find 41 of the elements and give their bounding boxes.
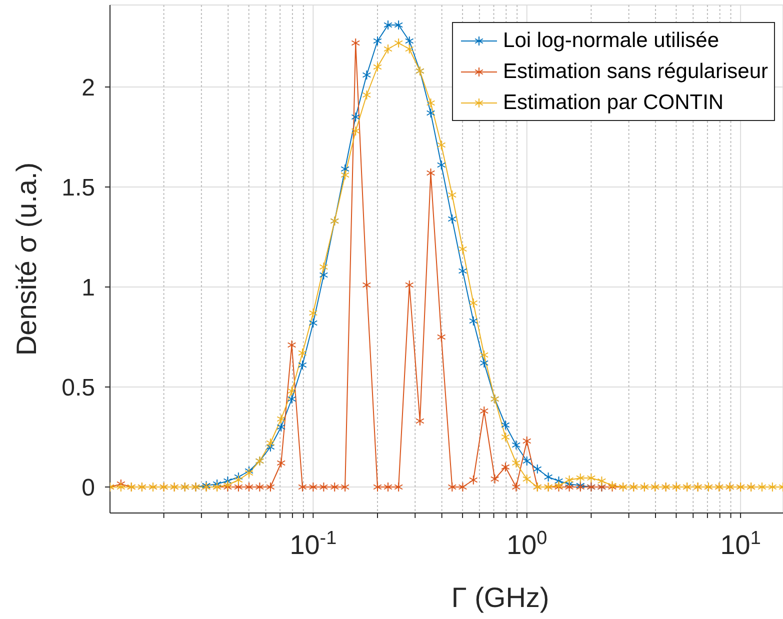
point [362, 70, 372, 80]
y-tick-label: 1.5 [62, 174, 95, 202]
point [394, 20, 403, 30]
legend-label: Loi log-normale utilisée [503, 28, 719, 52]
legend-label: Estimation sans régulariseur [503, 60, 768, 84]
point [522, 456, 532, 466]
y-tick-label: 2 [82, 74, 95, 102]
point [212, 479, 222, 489]
point [426, 108, 436, 118]
point [373, 36, 382, 46]
y-tick-label: 0 [82, 474, 95, 502]
x-tick-label: 10$^{-1}$ [290, 528, 337, 560]
x-axis-title: Γ (GHz) [451, 582, 550, 613]
point [458, 266, 468, 276]
point [532, 464, 542, 474]
legend-label: Estimation par CONTIN [503, 90, 724, 114]
x-tick-label: 10$^{1}$ [720, 528, 761, 560]
point [404, 36, 414, 46]
point [234, 472, 243, 482]
point [480, 358, 489, 368]
point [512, 440, 521, 450]
point [276, 422, 286, 432]
point [544, 472, 553, 482]
point [340, 164, 350, 174]
point [308, 318, 318, 328]
point [448, 214, 457, 224]
y-axis-title: Densité σ (u.a.) [11, 162, 42, 356]
point [223, 476, 232, 486]
y-tick-label: 1 [82, 274, 95, 302]
point [436, 160, 446, 170]
y-tick-label: 0.5 [62, 374, 95, 402]
point [287, 394, 296, 404]
point [266, 442, 275, 452]
x-tick-label: 10$^{0}$ [506, 528, 548, 560]
point [319, 270, 328, 280]
point [501, 420, 510, 430]
point [384, 20, 392, 30]
point [298, 360, 307, 370]
point [468, 316, 478, 326]
point [554, 476, 564, 486]
point [351, 112, 360, 122]
